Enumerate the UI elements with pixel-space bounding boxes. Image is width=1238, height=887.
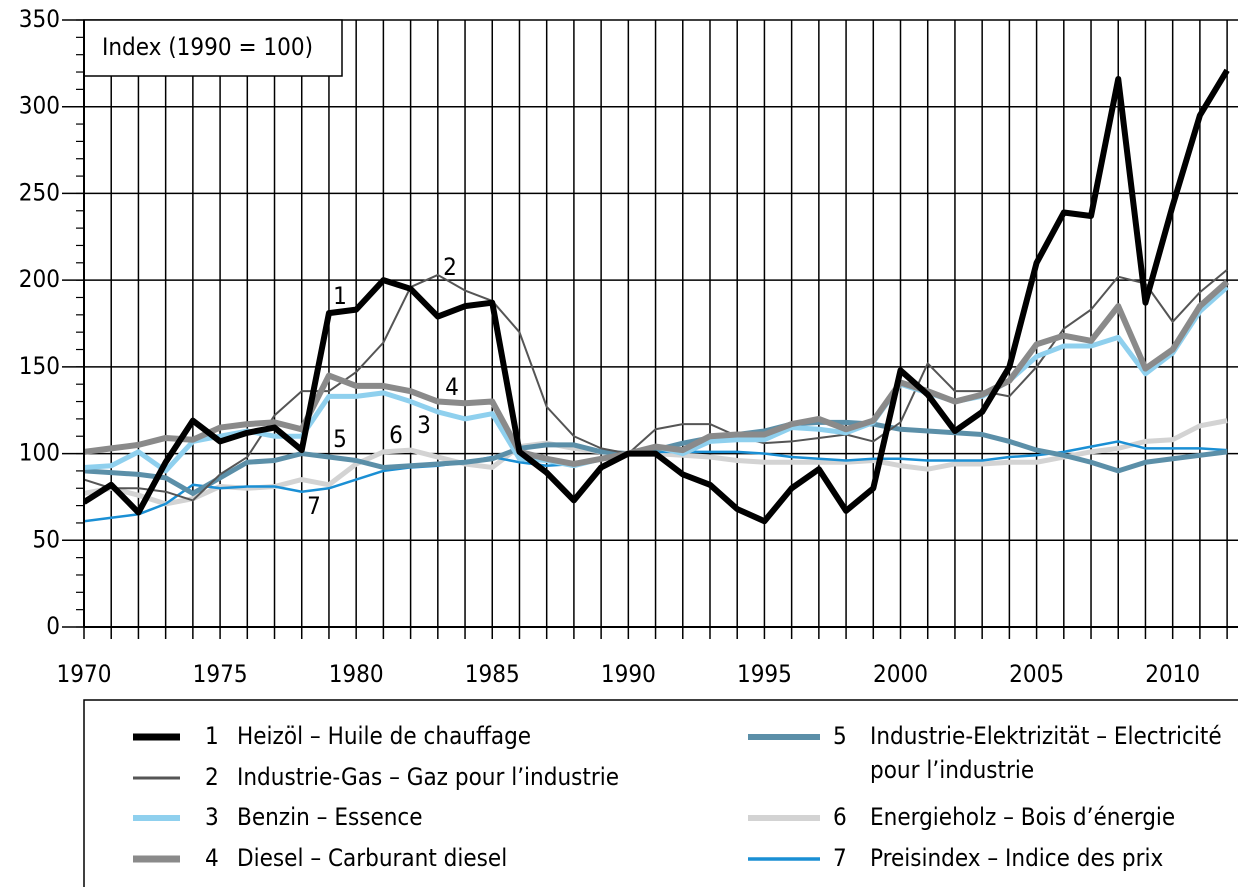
legend-box [83,699,1238,887]
x-tick-label: 1995 [737,660,792,688]
plot-area [84,68,1230,525]
legend-number: 4 [205,844,219,872]
y-tick-label: 50 [33,525,60,553]
x-tick-label: 1980 [329,660,384,688]
legend-label: Energieholz – Bois d’énergie [870,803,1175,831]
line-label: 5 [333,425,347,453]
y-tick-label: 100 [19,439,60,467]
y-tick-label: 350 [19,5,60,33]
x-tick-label: 2010 [1145,660,1200,688]
grid [83,19,1238,639]
legend-number: 3 [205,803,219,831]
x-tick-label: 2005 [1009,660,1064,688]
line-label: 2 [443,253,457,281]
legend-number: 7 [833,844,847,872]
series-line [84,419,1228,496]
y-tick-label: 300 [19,92,60,120]
legend: 1 Heizöl – Huile de chauffage 2 Industrie-G… [133,722,1222,872]
line-label: 6 [389,421,403,449]
legend-label: Industrie-Gas – Gaz pour l’industrie [237,763,619,791]
line-label: 4 [445,373,459,401]
x-tick-label: 1985 [465,660,520,688]
legend-label-line: Industrie-Elektrizität – Electricité [870,722,1222,750]
y-tick-label: 250 [19,178,60,206]
axes: 0 50 100 150 200 250 300 350 1970 1975 1980 1985 199… [19,5,1238,688]
series-line [84,268,1228,502]
series-line [84,68,1230,525]
x-tick-label: 2000 [873,660,928,688]
y-tick-label: 0 [46,612,60,640]
y-tick-label: 200 [19,265,60,293]
legend-number: 5 [833,722,847,750]
legend-number: 2 [205,763,219,791]
legend-label: Diesel – Carburant diesel [237,844,507,872]
line-label: 1 [333,282,347,310]
x-tick-label: 1990 [601,660,656,688]
legend-label: Benzin – Essence [237,803,423,831]
x-tick-label: 1970 [57,660,112,688]
legend-label-line: pour l’industrie [870,756,1034,784]
annotation-box [83,19,343,77]
series-line [84,279,1230,467]
annotation: Index (1990 = 100) [102,33,313,61]
legend-number: 6 [833,803,847,831]
y-tick-label: 150 [19,352,60,380]
legend-label: Heizöl – Huile de chauffage [237,722,531,750]
legend-number: 1 [205,722,219,750]
line-label: 3 [417,411,431,439]
line-label: 7 [307,492,321,520]
legend-label: Preisindex – Indice des prix [870,844,1163,872]
x-tick-label: 1975 [193,660,248,688]
legend-label: Industrie-Elektrizität – Electricité pour… [870,722,1222,784]
